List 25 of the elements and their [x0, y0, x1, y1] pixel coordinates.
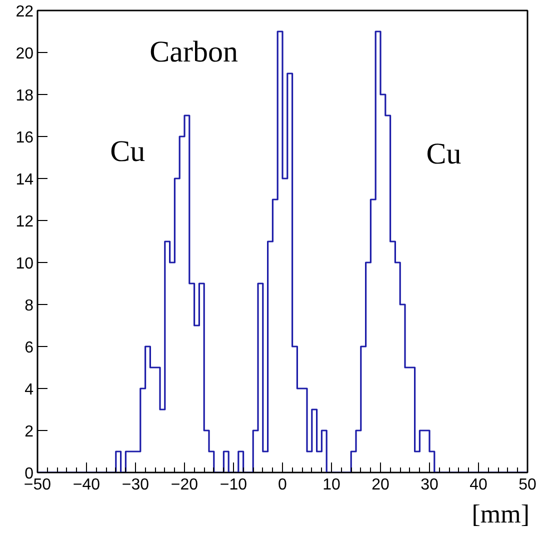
- y-tick-label: 12: [16, 214, 34, 230]
- y-tick-label: 6: [24, 340, 34, 356]
- annotation: Cu: [426, 138, 462, 171]
- x-tick-label: 30: [420, 476, 438, 494]
- y-tick-label: 2: [24, 424, 34, 440]
- annotation: Carbon: [150, 36, 238, 69]
- x-tick-label: 40: [470, 476, 488, 494]
- y-tick-label: 16: [16, 130, 34, 146]
- y-tick-label: 14: [16, 172, 34, 188]
- x-tick-label: −20: [170, 476, 198, 494]
- x-tick-label: 10: [322, 476, 340, 494]
- y-tick-label: 22: [16, 4, 34, 20]
- annotation: Cu: [110, 134, 146, 168]
- x-tick-label: −40: [72, 476, 100, 494]
- x-tick-label: −30: [122, 476, 150, 494]
- y-tick-label: 18: [16, 88, 34, 104]
- x-tick-label: 20: [372, 476, 390, 494]
- y-tick-label: 10: [16, 256, 34, 272]
- y-tick-label: 20: [16, 46, 34, 62]
- x-tick-label: −10: [220, 476, 248, 494]
- x-tick-label: 50: [518, 476, 536, 494]
- x-tick-label: 0: [278, 476, 288, 494]
- x-axis-title: [mm]: [472, 500, 530, 528]
- y-tick-label: 8: [24, 298, 34, 314]
- y-tick-label: 4: [24, 382, 34, 398]
